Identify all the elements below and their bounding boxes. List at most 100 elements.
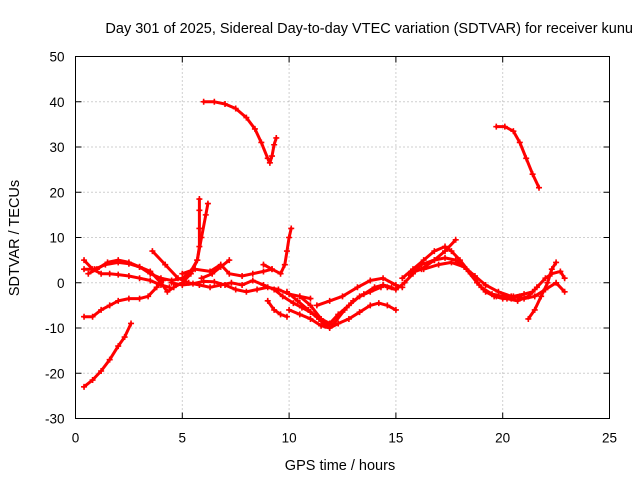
data-point (106, 302, 113, 309)
data-point (81, 383, 88, 390)
data-point (448, 248, 455, 255)
data-point (318, 322, 325, 329)
data-point (196, 207, 203, 214)
chart-title: Day 301 of 2025, Sidereal Day-to-day VTE… (105, 21, 633, 37)
data-point (307, 315, 314, 322)
data-point (354, 284, 361, 291)
series-arc-1 (82, 322, 133, 389)
data-point (115, 297, 122, 304)
data-point (503, 295, 510, 302)
data-point (145, 293, 152, 300)
data-point (125, 272, 132, 279)
data-point (264, 155, 271, 162)
data-point (335, 320, 342, 327)
data-point (375, 300, 382, 307)
data-point (533, 284, 540, 291)
data-point (271, 306, 278, 313)
data-point (81, 313, 88, 320)
data-point (281, 261, 288, 268)
data-point (286, 234, 293, 241)
data-point (196, 243, 203, 250)
data-point (128, 320, 135, 327)
data-point (561, 288, 568, 295)
data-point (232, 286, 239, 293)
grid-layer (75, 56, 610, 419)
data-point (294, 297, 301, 304)
data-point (164, 288, 171, 295)
data-point (125, 259, 132, 266)
data-point (168, 279, 175, 286)
data-point (514, 297, 521, 304)
data-point (536, 184, 543, 191)
y-tick-label: -20 (45, 366, 65, 381)
data-point (529, 171, 536, 178)
tick-layer: 0 5 10 15 20 25 -30 -20 -10 0 10 20 30 40 50 (45, 50, 617, 446)
data-point (405, 270, 412, 277)
data-point (89, 313, 96, 320)
series-arc-5 (86, 197, 201, 282)
data-point (258, 139, 265, 146)
data-point (211, 278, 218, 285)
data-point (200, 98, 207, 105)
data-point (204, 200, 211, 207)
data-point (260, 261, 267, 268)
data-point (211, 98, 218, 105)
data-point (288, 225, 295, 232)
data-point (249, 277, 256, 284)
series-arc-9 (200, 258, 231, 280)
data-point (431, 248, 438, 255)
data-point (401, 279, 408, 286)
data-point (153, 284, 160, 291)
data-point (435, 261, 442, 268)
data-point (279, 293, 286, 300)
data-point (222, 282, 229, 289)
data-point (561, 275, 568, 282)
data-point (189, 280, 196, 287)
data-point (380, 275, 387, 282)
data-point (489, 291, 496, 298)
data-point (542, 275, 549, 282)
data-point (392, 286, 399, 293)
series-arc-2 (82, 279, 165, 319)
data-point (461, 263, 468, 270)
y-tick-label: -10 (45, 321, 65, 336)
data-point (544, 279, 551, 286)
data-layer (81, 98, 568, 390)
data-point (251, 125, 258, 132)
data-point (448, 259, 455, 266)
data-point (283, 248, 290, 255)
data-point (296, 293, 303, 300)
data-point (81, 266, 88, 273)
data-point (202, 211, 209, 218)
data-point (266, 159, 273, 166)
x-tick-label: 20 (495, 431, 510, 446)
data-point (523, 155, 530, 162)
x-tick-label: 10 (282, 431, 297, 446)
data-point (296, 311, 303, 318)
data-point (232, 105, 239, 112)
data-point (326, 297, 333, 304)
data-point (269, 153, 276, 160)
data-point (226, 270, 233, 277)
data-point (93, 266, 100, 273)
data-point (260, 268, 267, 275)
data-point (482, 282, 489, 289)
data-point (89, 377, 96, 384)
data-point (179, 282, 186, 289)
data-point (275, 286, 282, 293)
data-point (356, 293, 363, 300)
y-tick-label: -30 (45, 412, 65, 427)
data-point (456, 257, 463, 264)
data-point (557, 268, 564, 275)
data-point (273, 134, 280, 141)
data-point (149, 248, 156, 255)
data-point (525, 315, 532, 322)
data-point (335, 311, 342, 318)
data-point (115, 257, 122, 264)
data-point (345, 302, 352, 309)
data-point (222, 101, 229, 108)
data-point (420, 257, 427, 264)
data-point (115, 271, 122, 278)
data-point (431, 257, 438, 264)
data-point (98, 306, 105, 313)
